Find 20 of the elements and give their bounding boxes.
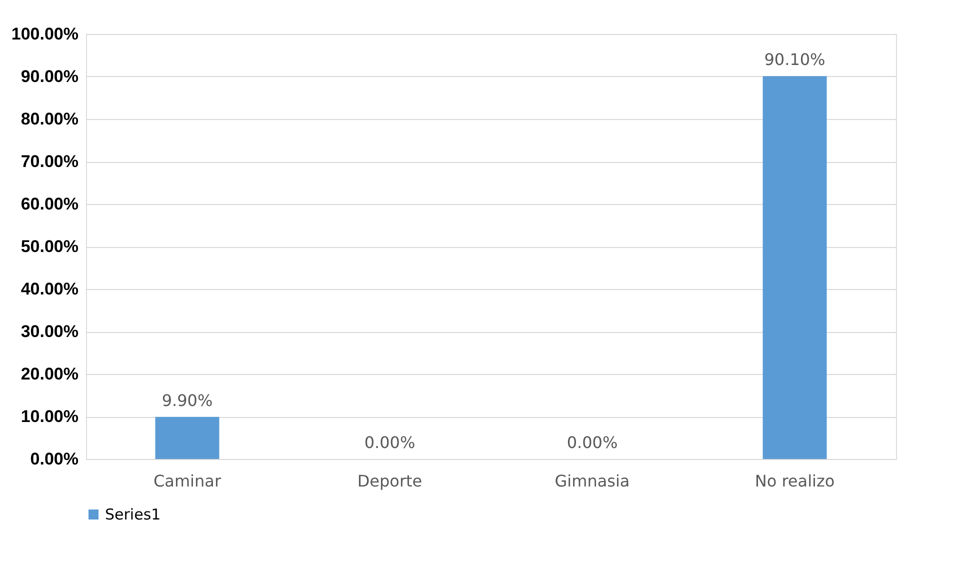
y-tick-label: 100.00%: [11, 24, 78, 44]
data-label: 0.00%: [566, 433, 618, 452]
y-tick-label: 20.00%: [20, 364, 78, 384]
y-tick-label: 40.00%: [20, 280, 78, 298]
y-tick-label: 0.00%: [30, 450, 78, 468]
data-label: 0.00%: [364, 433, 416, 452]
y-tick-label: 80.00%: [20, 110, 78, 128]
x-tick-label: Caminar: [153, 472, 222, 490]
y-tick-label: 30.00%: [20, 322, 78, 341]
y-tick-label: 60.00%: [20, 194, 78, 214]
x-tick-label: No realizo: [754, 472, 835, 490]
y-tick-label: 50.00%: [20, 237, 78, 256]
y-tick-label: 90.00%: [20, 67, 78, 86]
x-tick-label: Gimnasia: [554, 472, 630, 490]
y-tick-label: 70.00%: [20, 152, 78, 171]
data-label: 90.10%: [764, 50, 826, 70]
data-label: 9.90%: [162, 390, 213, 410]
y-tick-label: 10.00%: [20, 407, 78, 426]
x-tick-label: Deporte: [357, 472, 422, 490]
legend-label: Series1: [105, 506, 161, 524]
